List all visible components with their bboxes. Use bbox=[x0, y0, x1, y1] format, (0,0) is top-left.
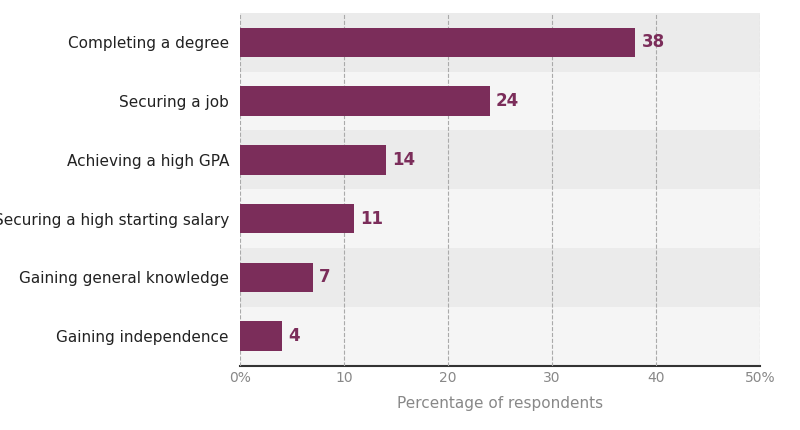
Text: 7: 7 bbox=[319, 268, 330, 286]
X-axis label: Percentage of respondents: Percentage of respondents bbox=[397, 396, 603, 411]
Bar bbox=[240, 86, 490, 116]
Text: 38: 38 bbox=[642, 33, 665, 51]
Bar bbox=[240, 322, 282, 351]
Bar bbox=[240, 189, 760, 248]
Bar bbox=[240, 248, 760, 307]
Bar bbox=[240, 145, 386, 175]
Text: 24: 24 bbox=[496, 92, 519, 110]
Bar bbox=[240, 72, 760, 130]
Bar bbox=[240, 13, 760, 72]
Text: 4: 4 bbox=[288, 327, 299, 345]
Text: 11: 11 bbox=[361, 209, 384, 227]
Bar bbox=[240, 28, 635, 57]
Bar bbox=[240, 263, 313, 292]
Text: 14: 14 bbox=[392, 151, 415, 169]
Bar bbox=[240, 307, 760, 366]
Bar bbox=[240, 204, 354, 233]
Bar bbox=[240, 130, 760, 189]
